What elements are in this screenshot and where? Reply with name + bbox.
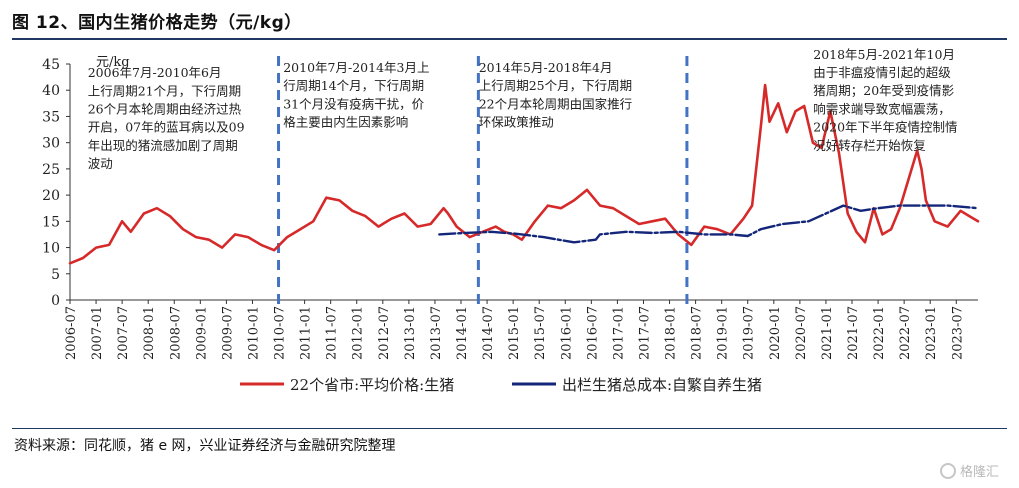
annotation-line: 年出现的猪流感加剧了周期	[88, 138, 238, 153]
annotation-line: 由于非瘟疫情引起的超级	[813, 65, 951, 80]
annotation-line: 格主要由内生因素影响	[283, 114, 408, 129]
x-tick-label: 2022-01	[872, 306, 887, 360]
figure-title: 图 12、国内生猪价格走势（元/kg）	[12, 13, 302, 33]
series-lines	[68, 83, 980, 265]
y-tick-label: 0	[51, 293, 60, 309]
x-tick-label: 2016-01	[559, 306, 574, 360]
annotation-line: 22个月本轮周期由国家推行	[479, 96, 632, 111]
x-tick-label: 2008-01	[142, 306, 157, 360]
y-tick-label: 35	[42, 109, 60, 125]
x-tick-label: 2013-01	[403, 306, 418, 360]
axes: 0 5 10 15 20 25 30 35 40 45 元/kg 2006-07 2007-01 2007…	[42, 55, 978, 360]
annotation-line: 波动	[88, 156, 113, 171]
cycle-dividers	[277, 56, 689, 304]
x-tick-label: 2020-01	[768, 306, 783, 360]
source-rule	[12, 428, 1007, 429]
x-tick-label: 2018-01	[664, 306, 679, 360]
y-tick-label: 5	[51, 267, 60, 283]
x-tick-label: 2013-07	[429, 306, 444, 360]
x-tick-label: 2021-01	[820, 306, 835, 360]
x-tick-label: 2009-07	[220, 306, 235, 360]
x-tick-label: 2012-01	[351, 306, 366, 360]
annotation-line: 31个月没有疫病干扰，价	[283, 96, 424, 111]
y-tick-label: 20	[42, 188, 60, 204]
x-tick-label: 2020-07	[794, 306, 809, 360]
legend: 22个省市:平均价格:生猪 出栏生猪总成本:自繁自养生猪	[240, 376, 762, 394]
legend-label: 出栏生猪总成本:自繁自养生猪	[562, 376, 762, 394]
annotation-line: 行周期14个月，下行周期	[283, 78, 424, 93]
annotation-line: 猪周期；20年受到疫情影	[813, 83, 954, 98]
y-tick-label: 10	[42, 241, 60, 257]
x-tick-label: 2023-01	[924, 306, 939, 360]
x-tick-label: 2012-07	[377, 306, 392, 360]
annotation-line: 环保政策推动	[479, 114, 554, 129]
x-tick-label: 2014-01	[455, 306, 470, 360]
x-tick-label: 2009-01	[194, 306, 209, 360]
annotation-line: 2006年7月-2010年6月	[88, 65, 222, 80]
x-tick-label: 2014-07	[481, 306, 496, 360]
annotation-line: 26个月本轮周期由经济过热	[88, 102, 242, 117]
annotation-line: 2020年下半年疫情控制情	[813, 120, 957, 135]
x-tick-label: 2008-07	[168, 306, 183, 360]
x-tick-label: 2019-01	[716, 306, 731, 360]
legend-label: 22个省市:平均价格:生猪	[290, 376, 454, 394]
watermark-logo-icon	[939, 462, 956, 479]
x-tick-label: 2007-01	[90, 306, 105, 360]
annotation-cycle-4: 2018年5月-2021年10月由于非瘟疫情引起的超级猪周期；20年受到疫情影响…	[813, 47, 957, 153]
legend-item: 出栏生猪总成本:自繁自养生猪	[512, 376, 762, 394]
annotation-line: 况好转存栏开始恢复	[813, 138, 926, 153]
x-tick-label: 2006-07	[64, 306, 79, 360]
x-tick-label: 2010-01	[246, 306, 261, 360]
legend-item: 22个省市:平均价格:生猪	[240, 376, 454, 394]
x-tick-label: 2021-07	[846, 306, 861, 360]
annotation-line: 上行周期21个月，下行周期	[88, 83, 241, 98]
y-tick-label: 15	[42, 214, 60, 230]
x-tick-label: 2017-01	[611, 306, 626, 360]
watermark-text: 格隆汇	[959, 465, 999, 480]
x-tick-label: 2016-07	[585, 306, 600, 360]
annotation-line: 2010年7月-2014年3月上	[283, 60, 429, 75]
x-tick-label: 2011-07	[325, 306, 340, 360]
x-tick-label: 2011-01	[299, 306, 314, 360]
x-tick-label: 2017-07	[637, 306, 652, 360]
x-tick-label: 2010-07	[273, 306, 288, 360]
y-tick-label: 25	[42, 162, 60, 178]
annotation-line: 上行周期25个月，下行周期	[479, 78, 632, 93]
annotation-line: 2014年5月-2018年4月	[479, 60, 613, 75]
watermark: 格隆汇	[939, 461, 999, 480]
y-tick-label: 40	[42, 83, 60, 99]
source-note: 资料来源：同花顺，猪 e 网，兴业证券经济与金融研究院整理	[14, 438, 396, 454]
x-tick-label: 2019-07	[742, 306, 757, 360]
x-tick-label: 2022-07	[898, 306, 913, 360]
annotation-line: 2018年5月-2021年10月	[813, 47, 955, 62]
annotation-line: 响需求端导致宽幅震荡，	[813, 101, 951, 116]
x-tick-label: 2007-07	[116, 306, 131, 360]
pig-price-chart: 0 5 10 15 20 25 30 35 40 45 元/kg 2006-07 2007-01 2007…	[42, 47, 980, 394]
x-tick-label: 2018-07	[690, 306, 705, 360]
x-tick-label: 2015-07	[533, 306, 548, 360]
title-rule	[12, 38, 1007, 40]
cost-series-line	[438, 204, 980, 244]
annotation-line: 开启，07年的蓝耳病以及09	[88, 120, 245, 135]
y-tick-label: 30	[42, 136, 60, 152]
x-tick-label: 2023-07	[950, 306, 965, 360]
y-axis-label: 元/kg	[96, 55, 130, 70]
price-series-line	[68, 83, 980, 265]
x-tick-label: 2015-01	[507, 306, 522, 360]
y-tick-label: 45	[42, 57, 60, 73]
